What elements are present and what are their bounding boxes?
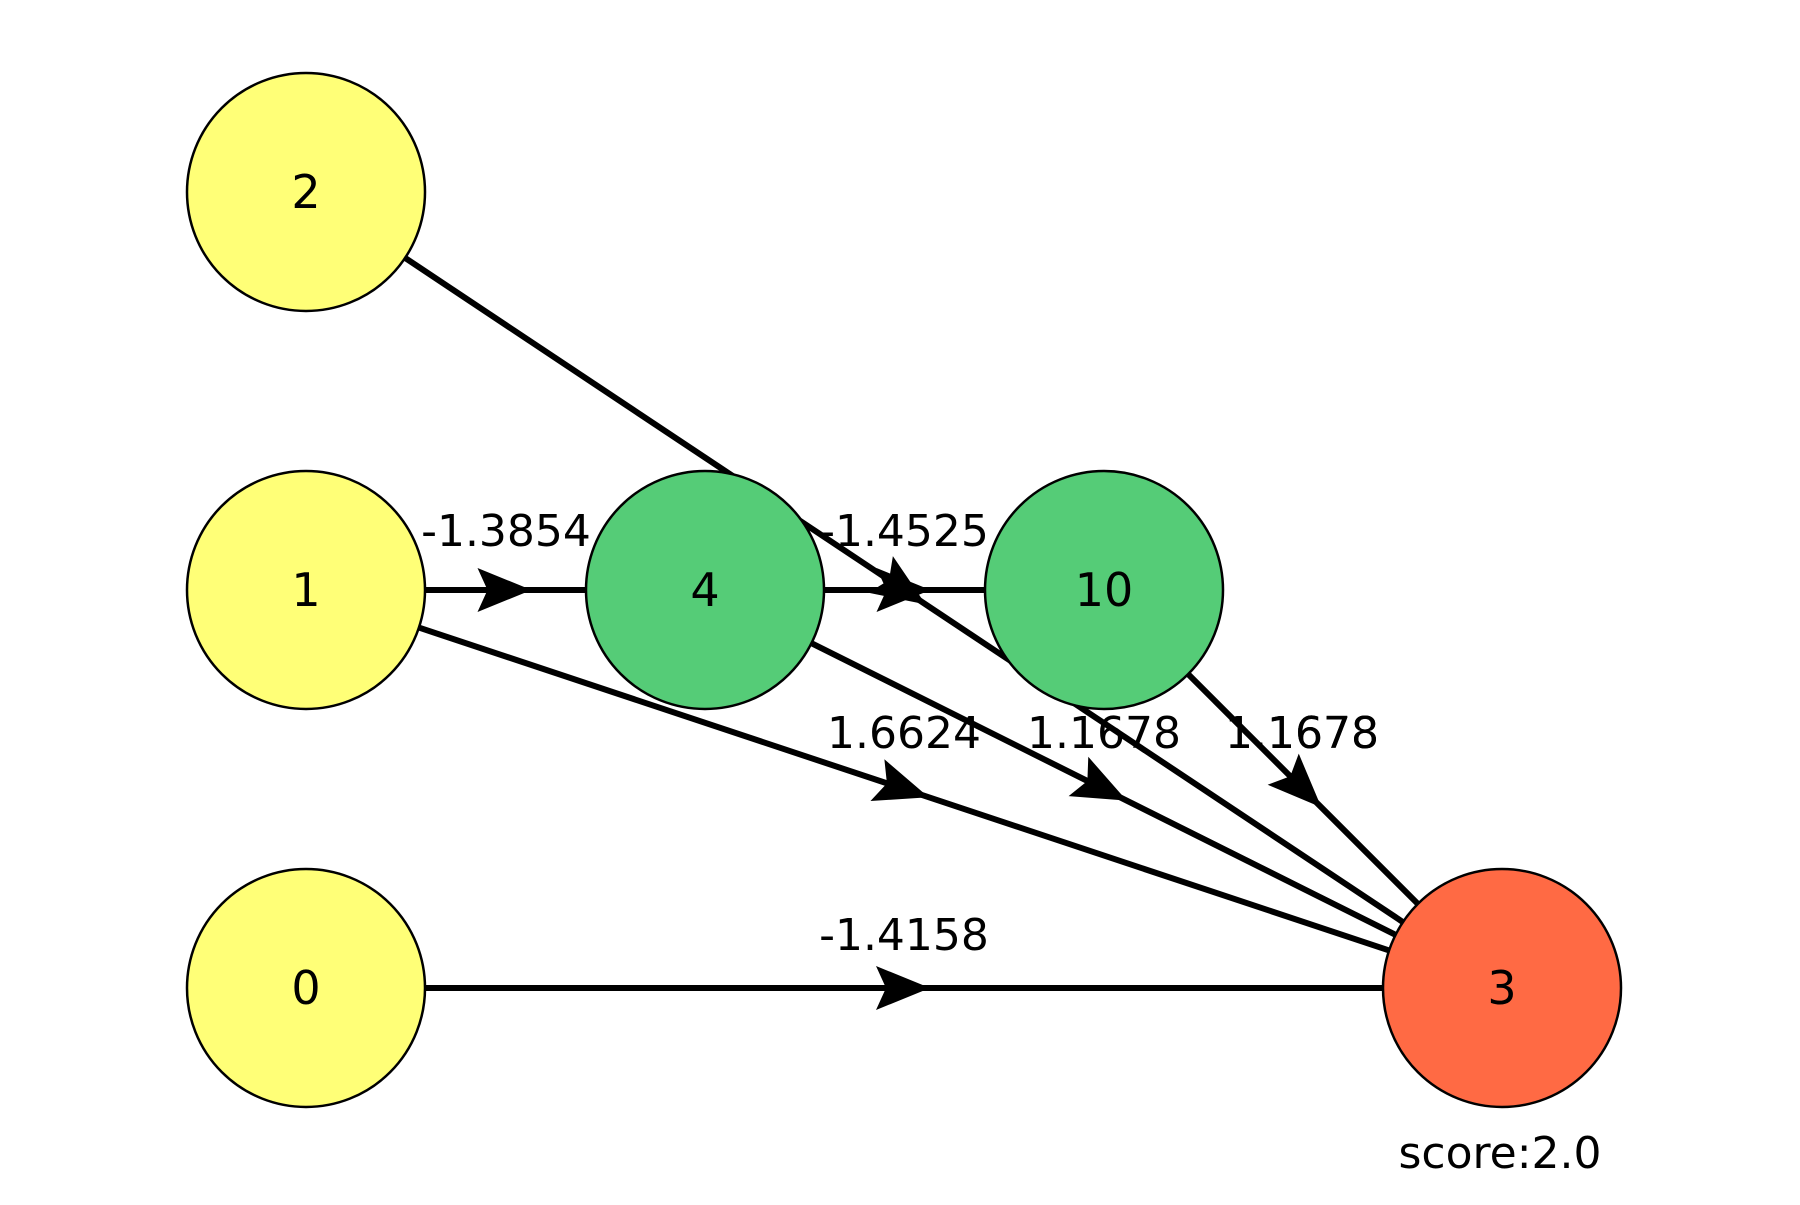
node-label: 1 — [291, 563, 320, 617]
node-0: 0 — [185, 867, 427, 1109]
edge-2-to-3 — [403, 255, 1405, 925]
edge-arrowhead — [477, 568, 532, 612]
node-label: 10 — [1075, 563, 1134, 617]
score-label: score:2.0 — [1398, 1128, 1601, 1179]
node-label: 0 — [291, 961, 320, 1015]
node-1: 1 — [185, 469, 427, 711]
node-circle — [185, 867, 427, 1109]
edge-1-to-3 — [417, 624, 1391, 954]
node-10: 10 — [983, 469, 1225, 711]
edge-4-to-3 — [810, 640, 1397, 938]
node-3: 3 — [1381, 867, 1623, 1109]
node-label: 2 — [291, 165, 320, 219]
edge-weight-label: 1.1678 — [1225, 708, 1379, 759]
edges-layer — [403, 255, 1420, 1010]
edge-1-to-4 — [425, 568, 586, 612]
edge-weight-label: 1.6624 — [827, 708, 981, 759]
edge-weight-label: -1.4158 — [819, 910, 989, 961]
edge-arrowhead — [870, 759, 929, 802]
node-label: 4 — [690, 563, 719, 617]
edge-arrowhead — [1267, 753, 1322, 808]
node-circle — [185, 71, 427, 313]
node-4: 4 — [584, 469, 826, 711]
node-circle — [584, 469, 826, 711]
edge-10-to-3 — [1186, 672, 1420, 906]
edge-weight-label: 1.1678 — [1027, 708, 1181, 759]
edge-arrowhead — [868, 556, 926, 605]
edge-0-to-3 — [425, 966, 1383, 1010]
edge-weight-label: -1.4525 — [819, 506, 989, 557]
edge-arrowhead — [876, 966, 930, 1010]
edge-weight-label: 1.1678 — [1225, 708, 1379, 759]
node-label: 3 — [1487, 961, 1516, 1015]
node-circle — [1381, 867, 1623, 1109]
node-circle — [185, 469, 427, 711]
node-circle — [983, 469, 1225, 711]
edge-arrowhead — [1068, 756, 1127, 801]
node-2: 2 — [185, 71, 427, 313]
edge-weight-label: -1.3854 — [421, 506, 591, 557]
